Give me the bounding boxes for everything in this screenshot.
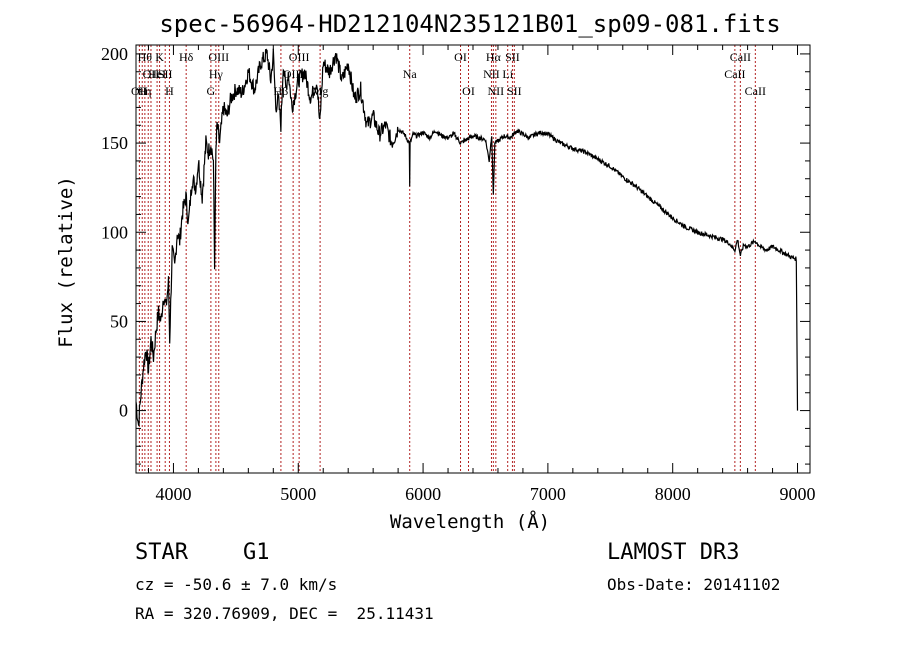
line-label: NII <box>483 67 500 81</box>
y-axis-ticks: 0 50 100 150 200 <box>101 44 810 465</box>
line-label: OIII <box>289 50 310 64</box>
x-tick-label: 8000 <box>655 484 691 504</box>
line-label: OI <box>454 50 467 64</box>
x-tick-label: 9000 <box>780 484 816 504</box>
survey-name: LAMOST DR3 <box>607 540 740 565</box>
redshift-text: cz = -50.6 ± 7.0 km/s <box>135 575 338 594</box>
plot-frame <box>135 44 811 474</box>
x-tick-label: 4000 <box>155 484 191 504</box>
line-label: OI <box>462 84 475 98</box>
line-label: Hδ <box>179 50 194 64</box>
line-label: OIII <box>283 67 304 81</box>
line-label: Mg <box>312 84 329 98</box>
line-label: H <box>138 84 147 98</box>
x-axis-label: Wavelength (Å) <box>390 510 550 533</box>
line-label: Hα <box>486 50 502 64</box>
x-tick-label: 5000 <box>280 484 316 504</box>
line-label: η <box>145 84 151 98</box>
y-tick-label: 100 <box>101 222 128 242</box>
line-label: Hγ <box>209 67 224 81</box>
line-label: OII <box>143 67 160 81</box>
observation-date: Obs-Date: 20141102 <box>607 575 781 594</box>
emission-line-labels: OIIHHθηOIIHeIKSIIHHδGHγOIIIHβOIIIOIIIMgN… <box>131 50 766 98</box>
line-label: CaII <box>730 50 751 64</box>
y-tick-label: 200 <box>101 44 128 64</box>
coordinates-text: RA = 320.76909, DEC = 25.11431 <box>135 604 434 623</box>
y-tick-label: 0 <box>119 401 128 421</box>
emission-line-markers <box>138 45 756 473</box>
line-label: OIII <box>208 50 229 64</box>
line-label: SII <box>505 50 520 64</box>
line-label: CaII <box>724 67 745 81</box>
y-tick-label: 150 <box>101 133 128 153</box>
object-subclass: G1 <box>243 540 270 565</box>
line-label: SII <box>507 84 522 98</box>
line-label: H <box>165 84 174 98</box>
line-label: G <box>207 84 216 98</box>
x-tick-label: 6000 <box>405 484 441 504</box>
line-label: NII <box>488 84 505 98</box>
line-label: HeI <box>148 67 166 81</box>
line-label: Li <box>502 67 513 81</box>
line-label: CaII <box>745 84 766 98</box>
line-label: Na <box>403 67 418 81</box>
line-label: SII <box>158 67 173 81</box>
y-axis-label: Flux (relative) <box>55 176 77 348</box>
object-class: STAR <box>135 540 188 565</box>
spectrum-line <box>135 48 799 427</box>
y-tick-label: 50 <box>110 311 128 331</box>
chart-title: spec-56964-HD212104N235121B01_sp09-081.f… <box>159 10 780 38</box>
line-label: K <box>155 50 164 64</box>
x-tick-label: 7000 <box>530 484 566 504</box>
line-label: Hθ <box>138 50 153 64</box>
x-axis-ticks: 4000 5000 6000 7000 8000 9000 <box>147 45 816 504</box>
line-label: OII <box>131 84 148 98</box>
